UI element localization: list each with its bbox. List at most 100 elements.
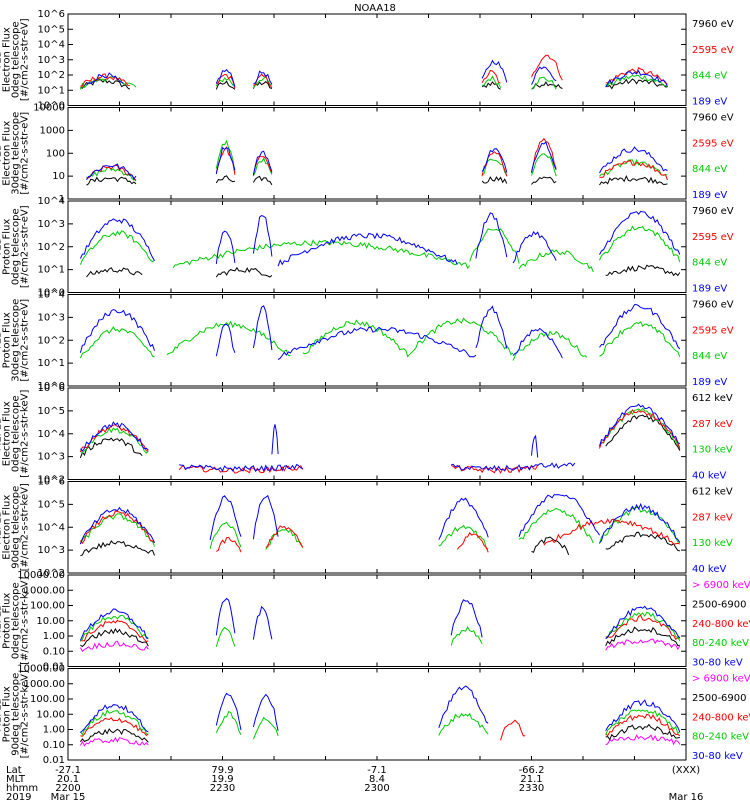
series-blue (79, 597, 681, 641)
series-blue (86, 59, 668, 88)
y-tick-label: 10^4 (38, 40, 65, 51)
panel-frame (67, 574, 687, 667)
y-axis-label-line: 0deg telescope (11, 395, 22, 472)
legend-entry: 2500-6900 (692, 599, 747, 610)
panel-frame (67, 481, 687, 574)
y-axis-label: TEDElectron Flux0deg telescope[#/cm2-s-s… (0, 18, 31, 101)
x-tick-value: -66.2 (519, 765, 545, 776)
legend-entry: 80-240 keV (692, 732, 749, 743)
x-tick-value: 79.9 (211, 765, 233, 776)
panel-6: 10^2 10^3 10^4 10^5 10^6 MEPEDElectron Flux90… (0, 477, 733, 580)
y-tick-label: 10^0 (38, 288, 65, 299)
y-tick-label: 10000 (33, 103, 65, 114)
y-axis-label-line: [#/cm2-s-str-keV] (20, 670, 31, 758)
y-tick-label: 10.00 (36, 616, 65, 627)
y-axis-label-line: 0deg telescope (11, 582, 22, 659)
y-tick-label: 10^4 (38, 522, 65, 533)
panel-5: 10^2 10^3 10^4 10^5 10^6 MEPEDElectron Flux0d… (0, 383, 733, 486)
panel-frame (67, 387, 687, 480)
y-axis-label: MEPEDProton Flux90deg telescope[#/cm2-s-… (0, 670, 31, 758)
legend-entry: 40 keV (692, 564, 726, 575)
y-axis-label-line: 0deg telescope (11, 208, 22, 285)
legend-entry: > 6900 keV (692, 674, 750, 685)
y-axis-label-line: MEPED (0, 603, 4, 638)
y-tick-label: 1000 (40, 125, 65, 136)
y-tick-label: 10^3 (38, 545, 65, 556)
y-axis-label-line: Electron Flux (2, 121, 13, 186)
legend-entry: 7960 eV (692, 113, 734, 124)
legend-entry: 240-800 keV (692, 619, 750, 630)
series-red (79, 510, 680, 553)
x-tick-value: -7.1 (367, 765, 387, 776)
x-tick-value: Mar 15 (51, 792, 86, 800)
y-axis-label-line: Proton Flux (2, 593, 13, 649)
x-tick-value: 19.9 (211, 774, 233, 785)
y-axis-label-line: [#/cm2-s-str-eV] (20, 112, 31, 195)
legend-entry: > 6900 keV (692, 580, 750, 591)
y-axis-label-line: 90deg telescope (11, 486, 22, 569)
y-axis-label-line: [#/cm2-s-str-keV] (20, 390, 31, 478)
panel-8: 0.010.101.0010.00100.001000.0010000.00ME… (0, 664, 750, 767)
y-tick-label: 10^4 (38, 429, 65, 440)
legend-entry: 2595 eV (692, 325, 734, 336)
y-tick-label: 10^3 (38, 219, 65, 230)
x-tick-value: 8.4 (369, 774, 385, 785)
y-tick-label: 10.00 (36, 709, 65, 720)
y-tick-label: 0.01 (43, 662, 65, 673)
y-tick-label: 10^5 (38, 406, 65, 417)
legend-entry: 30-80 keV (692, 658, 743, 669)
y-tick-label: 10^2 (38, 242, 65, 253)
y-axis-label-line: 30deg telescope (11, 112, 22, 195)
series-black (80, 531, 680, 557)
series-black (86, 264, 681, 278)
y-tick-label: 10^6 (38, 9, 65, 20)
series-blue (79, 494, 681, 545)
y-tick-label: 1 (59, 194, 65, 205)
y-axis-label-line: [#/cm2-s-str-eV] (20, 299, 31, 382)
series-black (86, 174, 668, 186)
y-axis-label-line: 0deg telescope (11, 21, 22, 98)
legend-entry: 844 eV (692, 71, 727, 82)
y-axis-label-line: [#/cm2-s-str-eV] (20, 18, 31, 101)
series-green (79, 506, 680, 550)
legend-entry: 2595 eV (692, 138, 734, 149)
panels: 10^010^110^210^310^410^510^6TEDElectron … (0, 9, 750, 766)
legend-entry: 844 eV (692, 351, 727, 362)
y-axis-label-line: Proton Flux (2, 219, 13, 275)
y-axis-label-line: [#/cm2-s-str-keV] (20, 483, 31, 571)
y-tick-label: 10^3 (38, 312, 65, 323)
series-green (79, 225, 681, 273)
series-green (80, 611, 681, 647)
y-axis-label-line: Electron Flux (2, 401, 13, 466)
series-black (79, 414, 681, 459)
series-magenta (79, 638, 681, 652)
y-axis-label-line: MEPED (0, 416, 4, 451)
series-green (79, 317, 681, 361)
series-blue (79, 304, 681, 361)
series-black (80, 626, 680, 648)
x-tick-value: 2200 (55, 783, 80, 794)
y-tick-label: 10^2 (38, 335, 65, 346)
legend-entry: 40 keV (692, 471, 726, 482)
chart-title: NOAA18 (354, 3, 396, 14)
y-axis-label-line: [#/cm2-s-str-eV] (20, 205, 31, 288)
x-tick-value: (XXX) (672, 765, 700, 776)
legend-entry: 130 keV (692, 445, 733, 456)
panel-7: 0.010.101.0010.00100.001000.0010000.00ME… (0, 570, 750, 673)
x-tick-value: 2230 (210, 783, 235, 794)
y-axis-label: TEDProton Flux30deg telescope[#/cm2-s-st… (0, 299, 31, 382)
legend-entry: 612 keV (692, 393, 733, 404)
series-blue (86, 141, 668, 181)
panel-frame (67, 107, 687, 200)
series-blue (79, 210, 681, 267)
y-tick-label: 10^6 (38, 383, 65, 394)
legend-entry: 612 keV (692, 487, 733, 498)
y-tick-label: 10000.00 (17, 570, 65, 581)
y-tick-label: 10^3 (38, 55, 65, 66)
y-axis-label-line: Proton Flux (2, 312, 13, 368)
x-row-label: Lat (6, 765, 22, 776)
y-axis-label-line: 30deg telescope (11, 299, 22, 382)
